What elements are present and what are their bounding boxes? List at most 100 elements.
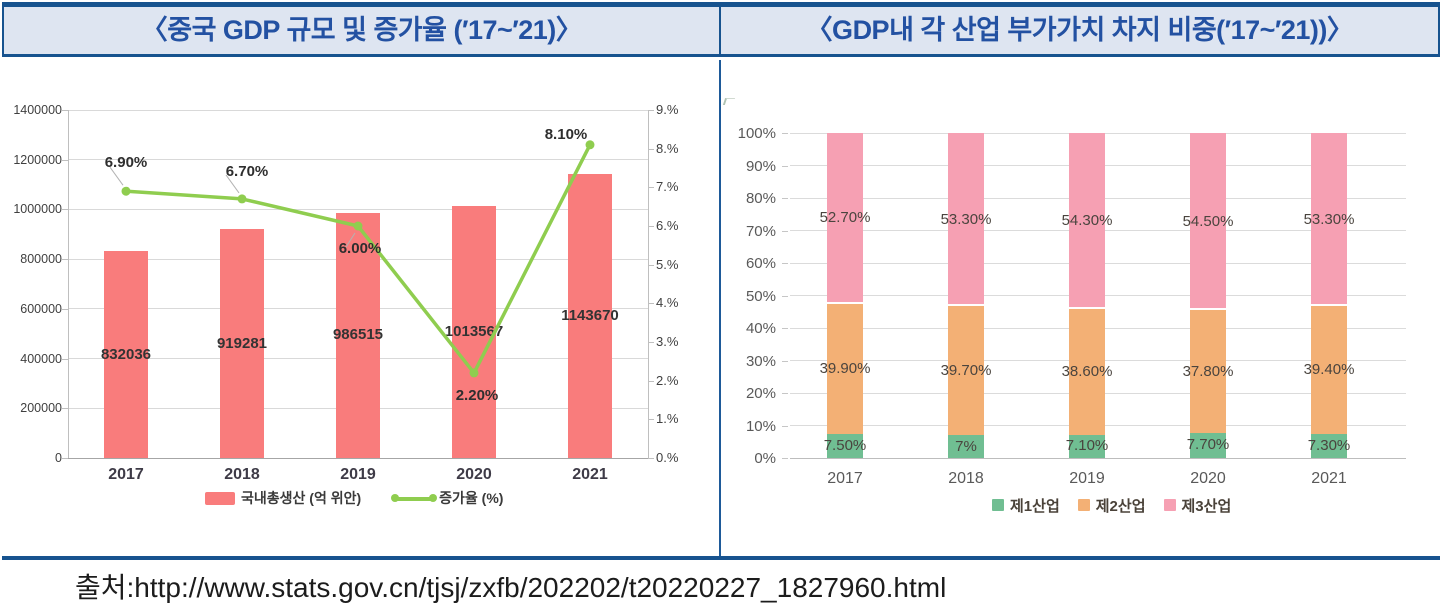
bar-value-label: 1013567 — [444, 323, 504, 341]
legend-item: 제3산업 — [1163, 495, 1232, 516]
secondary-axis-tick — [648, 342, 654, 343]
chart-legend: 제1산업 제2산업 제3산업 — [992, 495, 1232, 516]
y-axis-tick-label: 10% — [745, 417, 776, 435]
y-axis-tick — [782, 230, 788, 232]
x-axis-tick-label: 2018 — [948, 470, 984, 487]
title-divider — [719, 7, 721, 54]
segment-value-label: 54.50% — [1182, 212, 1234, 230]
legend-swatch — [1163, 499, 1176, 511]
gridline — [68, 208, 648, 210]
y-axis-tick — [782, 133, 788, 134]
y-axis-tick-label: 1000000 — [13, 202, 62, 217]
y-axis-tick-label: 30% — [745, 352, 776, 370]
legend-swatch — [992, 499, 1004, 511]
legend-line-swatch — [391, 492, 438, 505]
line-point-marker — [353, 221, 363, 231]
line-point-label: 6.90% — [104, 154, 148, 172]
secondary-axis-tick — [648, 226, 654, 227]
secondary-axis-tick-label: 5.% — [656, 256, 679, 272]
stacked-bar-segment — [1069, 133, 1105, 308]
line-point-label: 6.70% — [225, 162, 269, 180]
gridline — [68, 159, 648, 161]
segment-value-label: 53.30% — [1303, 210, 1355, 228]
y-axis-tick — [782, 393, 788, 394]
secondary-axis-tick-label: 8.% — [656, 140, 679, 156]
gdp-bar — [220, 229, 264, 458]
legend-line-dot — [391, 494, 400, 502]
x-axis-tick-label: 2020 — [456, 466, 492, 483]
y-axis-tick-label: 20% — [745, 385, 776, 402]
stacked-bar-segment — [1311, 434, 1347, 458]
secondary-axis-tick — [648, 110, 654, 111]
y-axis-tick-label: 600000 — [20, 301, 62, 316]
segment-value-label: 39.40% — [1303, 361, 1355, 379]
secondary-axis-tick-label: 7.% — [656, 179, 679, 195]
y-axis-tick-label: 200000 — [20, 401, 62, 416]
stacked-bar-segment — [948, 306, 984, 436]
secondary-axis-tick — [648, 458, 654, 459]
title-band: 〈중국 GDP 규모 및 증가율 (′17~′21)〉 〈GDP내 각 산업 부… — [2, 7, 1440, 57]
secondary-axis-tick — [648, 303, 654, 305]
y-axis-tick — [782, 198, 788, 199]
y-axis-tick — [62, 110, 68, 111]
y-axis-tick-label: 40% — [745, 320, 776, 337]
segment-value-label: 7% — [955, 437, 977, 455]
secondary-axis-tick — [648, 380, 654, 382]
secondary-axis-tick-label: 6.% — [656, 218, 679, 233]
secondary-axis-tick — [648, 148, 654, 150]
segment-value-label: 7.10% — [1065, 437, 1109, 455]
label-leader-line — [225, 174, 240, 194]
y-axis-tick-label: 400000 — [20, 351, 62, 366]
legend-label: 제1산업 — [1010, 497, 1060, 515]
y-axis-tick — [782, 165, 788, 167]
segment-value-label: 53.30% — [940, 210, 992, 228]
x-axis-tick-label: 2017 — [108, 466, 144, 483]
source-text: 출처:http://www.stats.gov.cn/tjsj/zxfb/202… — [75, 572, 947, 603]
y-axis-tick-label: 0 — [55, 451, 62, 465]
x-axis-line — [790, 457, 1406, 459]
secondary-axis-tick-label: 3.% — [656, 334, 679, 349]
secondary-axis-tick-label: 1.% — [656, 411, 679, 427]
y-axis-tick — [782, 295, 788, 297]
stacked-bar-segment — [948, 133, 984, 305]
legend-label: 증가율 (%) — [439, 490, 504, 506]
stacked-bar-segment — [1190, 310, 1226, 433]
stacked-bar-segment — [1311, 133, 1347, 305]
segment-value-label: 39.90% — [819, 359, 871, 377]
line-point-marker — [237, 194, 247, 204]
legend-item: 제2산업 — [1077, 495, 1146, 516]
segment-value-label: 7.30% — [1307, 437, 1351, 455]
line-point-label: 6.00% — [338, 240, 382, 257]
y-axis-tick — [782, 360, 788, 362]
segment-value-label: 52.70% — [819, 209, 871, 227]
y-axis-tick — [62, 458, 68, 459]
segment-value-label: 38.60% — [1061, 363, 1113, 381]
y-axis-line — [68, 110, 69, 458]
y-axis-tick-label: 1400000 — [13, 103, 62, 117]
segment-value-label: 7.50% — [823, 436, 867, 454]
panel-divider — [719, 60, 721, 556]
legend-label: 제3산업 — [1181, 497, 1232, 515]
legend-item-gdp: 국내총생산 (억 위안) — [205, 488, 361, 508]
y-axis-tick — [62, 408, 68, 410]
y-axis-tick — [782, 263, 788, 264]
gdp-bar — [452, 206, 496, 458]
y-axis-tick-label: 90% — [745, 157, 776, 175]
y-axis-tick — [782, 458, 788, 459]
legend-line — [393, 496, 436, 501]
y-axis-tick-label: 80% — [745, 190, 776, 207]
stacked-bar-segment — [827, 132, 863, 302]
secondary-axis-tick-label: 0.% — [656, 450, 679, 465]
segment-value-label: 7.70% — [1186, 436, 1230, 454]
gdp-combo-chart: 0 200000 400000 600000 800000 1000000 1200000 1… — [13, 102, 679, 508]
y-axis-tick-label: 50% — [745, 287, 776, 305]
x-axis-tick-label: 2017 — [827, 470, 863, 487]
x-axis-tick-label: 2021 — [572, 466, 608, 483]
legend-label: 제2산업 — [1095, 497, 1146, 515]
y-axis-tick — [62, 159, 68, 161]
segment-value-label: 39.70% — [940, 361, 992, 379]
gdp-bar — [568, 173, 612, 458]
top-border-rule — [2, 2, 1440, 7]
y-axis-tick — [62, 308, 68, 310]
